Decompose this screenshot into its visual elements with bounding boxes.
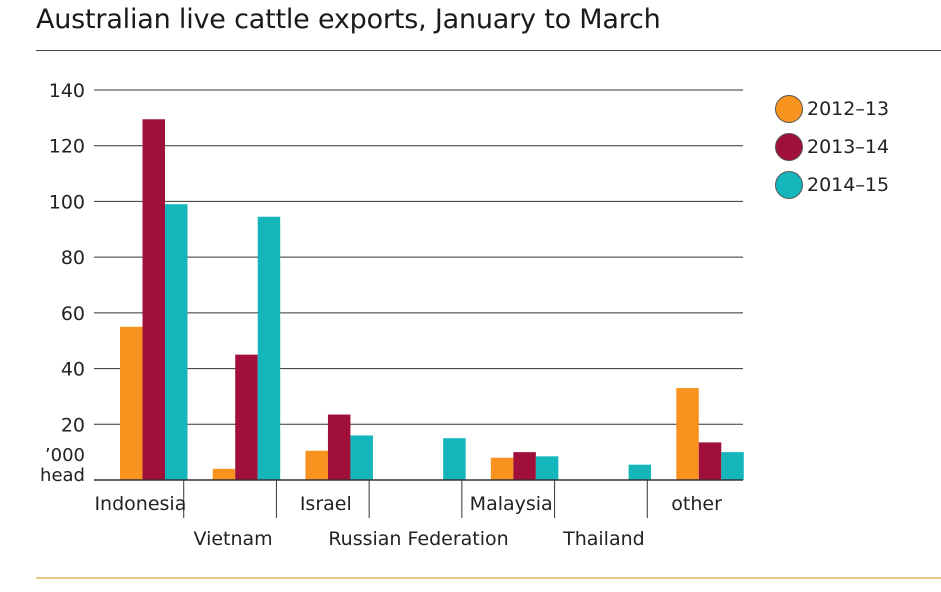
legend-swatch-2013-14 — [775, 133, 803, 161]
legend: 2012–13 2013–14 2014–15 — [775, 90, 889, 204]
bar-2014–15 — [535, 456, 559, 480]
y-tick-label: 80 — [61, 247, 85, 269]
category-label: Indonesia — [94, 493, 186, 515]
legend-item: 2014–15 — [775, 166, 889, 204]
legend-label: 2012–13 — [807, 98, 890, 120]
bars — [120, 119, 744, 480]
bar-2014–15 — [350, 435, 373, 480]
y-tick-label: 120 — [49, 136, 85, 158]
x-axis — [94, 479, 743, 518]
y-tick-label: 60 — [61, 303, 85, 325]
bar-2014–15 — [721, 452, 744, 480]
bar-2012–13 — [490, 457, 514, 480]
bar-2013–14 — [142, 119, 165, 480]
y-tick-label: 100 — [49, 191, 85, 213]
legend-swatch-2014-15 — [775, 171, 803, 199]
category-label: Malaysia — [470, 493, 553, 515]
footer-rule — [36, 577, 941, 579]
bar-2014–15 — [257, 216, 281, 480]
category-label: Thailand — [562, 528, 645, 550]
category-labels: Indonesia Vietnam Israel Russian Federation… — [94, 493, 722, 550]
y-tick-labels: 20 40 60 80 100 120 140 — [49, 80, 85, 436]
legend-item: 2013–14 — [775, 128, 889, 166]
y-axis-label-line: head — [40, 465, 85, 486]
y-axis-label-line: ’000 — [45, 445, 85, 466]
legend-label: 2014–15 — [807, 174, 890, 196]
gridlines — [94, 89, 743, 425]
bar-2014–15 — [628, 464, 652, 480]
bar-2014–15 — [165, 204, 188, 480]
bar-2013–14 — [235, 354, 258, 480]
bar-2013–14 — [327, 414, 351, 480]
bar-2013–14 — [698, 442, 722, 480]
bar-2014–15 — [443, 438, 466, 480]
y-tick-label: 40 — [61, 359, 85, 381]
legend-item: 2012–13 — [775, 90, 889, 128]
legend-label: 2013–14 — [807, 136, 890, 158]
bar-2012–13 — [676, 388, 699, 480]
title-rule — [36, 50, 941, 51]
category-label: other — [671, 493, 722, 515]
bar-2012–13 — [120, 326, 143, 480]
legend-swatch-2012-13 — [775, 95, 803, 123]
category-label: Israel — [300, 493, 352, 515]
category-label: Russian Federation — [328, 528, 508, 550]
bar-2013–14 — [513, 452, 536, 480]
y-tick-label: 20 — [61, 414, 85, 436]
bar-2012–13 — [305, 450, 328, 480]
y-tick-label: 140 — [49, 80, 85, 102]
chart-title: Australian live cattle exports, January … — [36, 4, 661, 35]
bar-2012–13 — [212, 468, 236, 480]
category-label: Vietnam — [193, 528, 272, 550]
